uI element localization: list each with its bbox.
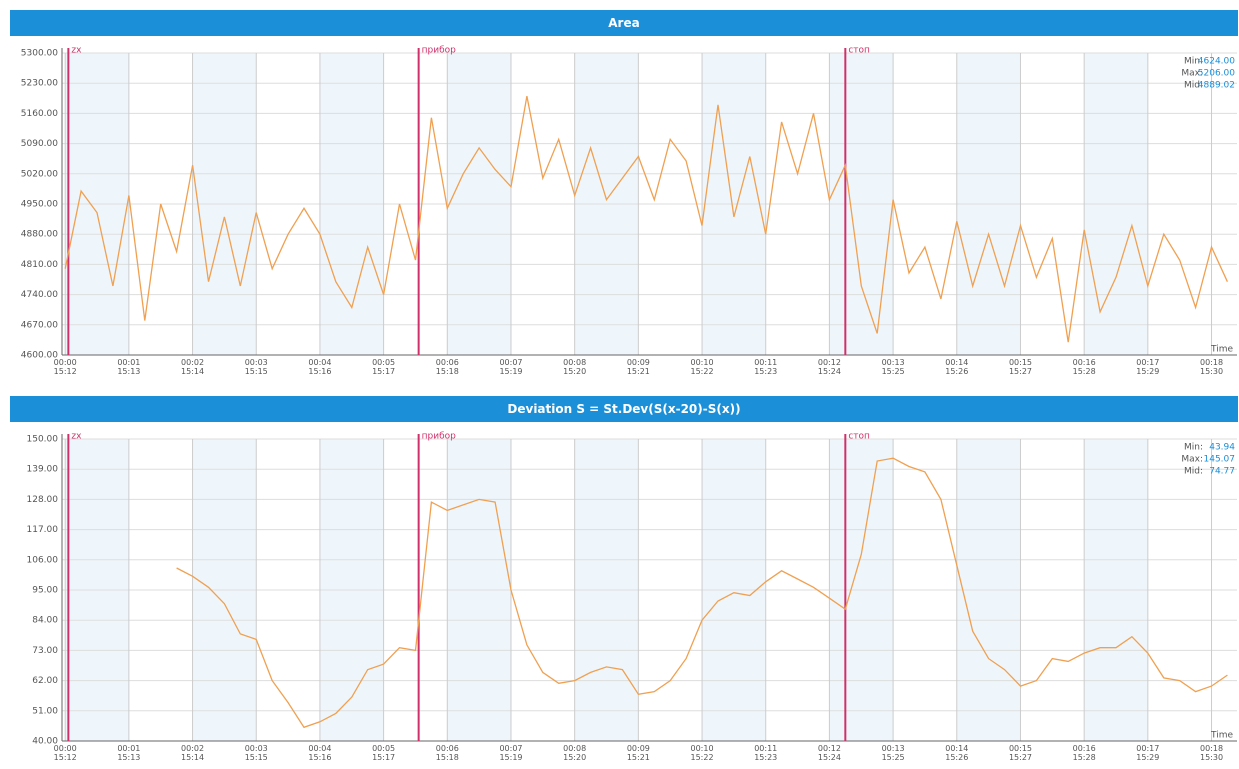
x-tick-label: 00:06 15:18 [435,358,459,376]
y-tick-label: 5090.00 [21,139,58,149]
stat-label: Min: [1184,57,1203,67]
x-tick-label: 00:17 15:29 [1136,744,1160,762]
event-label: прибор [422,432,457,442]
y-tick-label: 62.00 [32,676,58,686]
event-label: прибор [422,46,457,56]
y-tick-label: 4740.00 [21,290,58,300]
event-label: стоп [848,432,870,442]
stat-label: Mid: [1184,81,1203,91]
y-tick-label: 4880.00 [21,230,58,240]
chart-title: Area [10,10,1238,36]
y-tick-label: 117.00 [27,525,59,535]
stat-label: Max: [1181,69,1203,79]
y-tick-label: 5230.00 [21,79,58,89]
stat-label: Min: [1184,443,1203,453]
y-tick-label: 73.00 [32,646,58,656]
x-tick-label: 00:07 15:19 [499,744,523,762]
x-tick-label: 00:05 15:17 [372,358,396,376]
y-tick-label: 95.00 [32,586,58,596]
y-tick-label: 5020.00 [21,169,58,179]
data-line [64,95,1228,343]
x-tick-label: 00:06 15:18 [435,744,459,762]
y-tick-label: 4950.00 [21,200,58,210]
x-tick-label: 00:00 15:12 [53,358,77,376]
x-tick-label: 00:03 15:15 [244,358,268,376]
x-tick-label: 00:01 15:13 [117,744,141,762]
x-tick-label: 00:12 15:24 [817,358,841,376]
y-tick-label: 4810.00 [21,260,58,270]
stat-label: Max: [1181,455,1203,465]
x-tick-label: 00:10 15:22 [690,358,714,376]
x-tick-label: 00:15 15:27 [1008,744,1032,762]
stat-value: 4624.00 [1198,57,1235,67]
event-label: стоп [848,46,870,56]
y-tick-label: 40.00 [32,737,58,747]
x-tick-label: 00:13 15:25 [881,358,905,376]
x-tick-label: 00:04 15:16 [308,744,332,762]
x-tick-label: 00:00 15:12 [53,744,77,762]
x-tick-label: 00:02 15:14 [181,358,205,376]
y-tick-label: 139.00 [27,465,59,475]
chart-title: Deviation S = St.Dev(S(x-20)-S(x)) [10,396,1238,422]
stat-value: 145.07 [1204,455,1236,465]
y-tick-label: 5300.00 [21,49,58,59]
x-tick-label: 00:09 15:21 [626,744,650,762]
x-tick-label: 00:16 15:28 [1072,358,1096,376]
x-tick-label: 00:12 15:24 [817,744,841,762]
stat-label: Mid: [1184,467,1203,477]
y-tick-label: 51.00 [32,706,58,716]
x-tick-label: 00:09 15:21 [626,358,650,376]
x-tick-label: 00:11 15:23 [754,744,778,762]
x-tick-label: 00:02 15:14 [181,744,205,762]
x-tick-label: 00:01 15:13 [117,358,141,376]
x-tick-label: 00:18 15:30 [1199,358,1224,376]
x-tick-label: 00:03 15:15 [244,744,268,762]
x-tick-label: 00:15 15:27 [1008,358,1032,376]
y-tick-label: 128.00 [27,495,59,505]
y-tick-label: 84.00 [32,616,58,626]
x-tick-label: 00:14 15:26 [945,358,969,376]
x-tick-label: 00:13 15:25 [881,744,905,762]
x-tick-label: 00:07 15:19 [499,358,523,376]
x-tick-label: 00:08 15:20 [563,744,587,762]
y-tick-label: 5160.00 [21,109,58,119]
y-tick-label: 4670.00 [21,320,58,330]
x-tick-label: 00:05 15:17 [372,744,396,762]
y-tick-label: 106.00 [27,555,59,565]
stat-value: 5206.00 [1198,69,1235,79]
stat-value: 4889.02 [1198,81,1235,91]
x-tick-label: 00:16 15:28 [1072,744,1096,762]
x-tick-label: 00:11 15:23 [754,358,778,376]
stat-value: 43.94 [1209,443,1235,453]
stat-value: 74.77 [1209,467,1235,477]
x-tick-label: 00:18 15:30 [1199,744,1224,762]
y-tick-label: 150.00 [27,435,59,445]
x-axis-label: Time [1210,345,1233,355]
y-tick-label: 4600.00 [21,351,58,361]
x-tick-label: 00:10 15:22 [690,744,714,762]
data-line [176,457,1228,729]
x-tick-label: 00:14 15:26 [945,744,969,762]
event-label: zx [71,432,82,442]
x-axis-label: Time [1210,731,1233,741]
x-tick-label: 00:04 15:16 [308,358,332,376]
event-label: zx [71,46,82,56]
x-tick-label: 00:17 15:29 [1136,358,1160,376]
x-tick-label: 00:08 15:20 [563,358,587,376]
